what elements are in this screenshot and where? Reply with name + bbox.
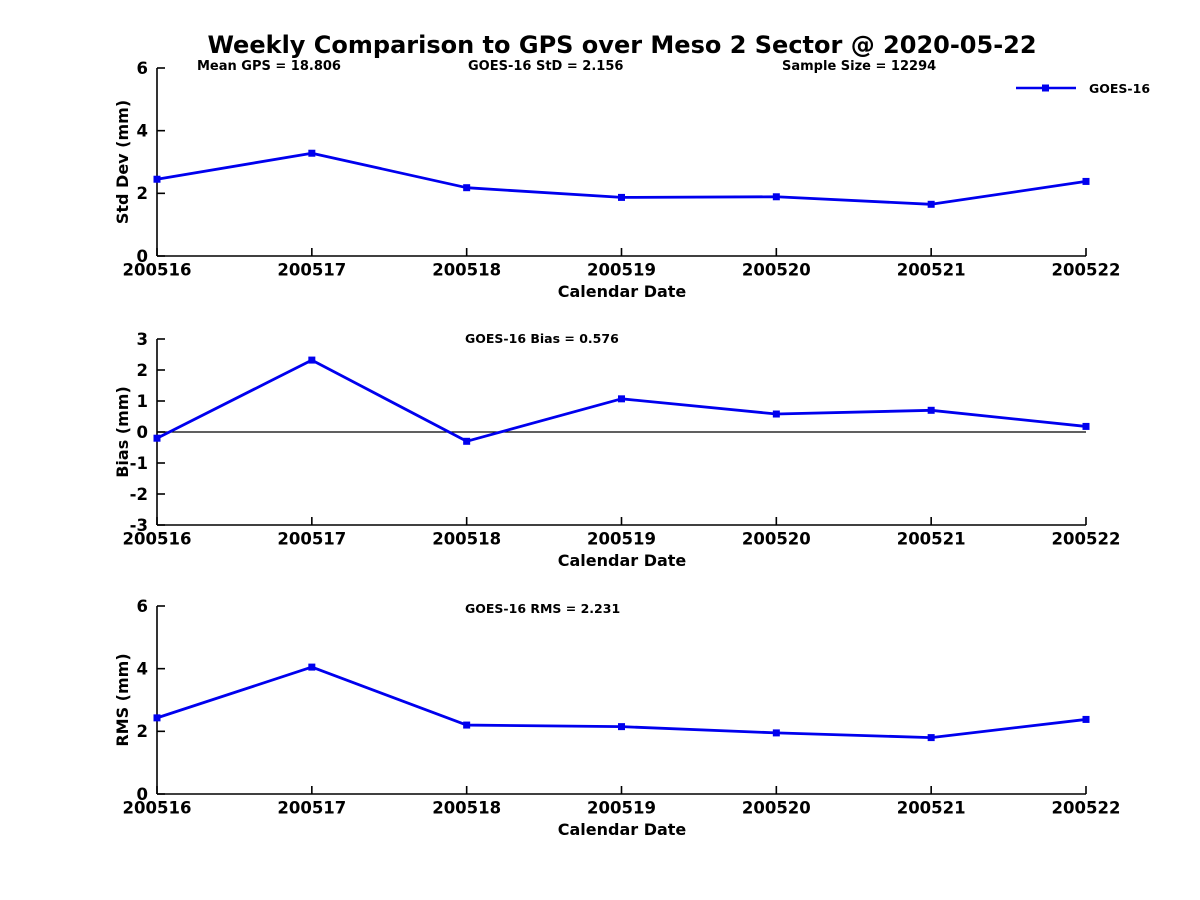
x-tick-label: 200520: [742, 530, 811, 549]
data-point-marker: [1082, 177, 1090, 185]
annotation-mean-gps: Mean GPS = 18.806: [197, 59, 341, 74]
data-point-marker: [153, 434, 161, 442]
data-point-marker: [153, 175, 161, 183]
x-tick-label: 200520: [742, 261, 811, 280]
y-tick-label: 3: [137, 330, 148, 349]
x-tick-label: 200522: [1052, 799, 1121, 818]
y-axis-label-std-dev: Std Dev (mm): [113, 99, 132, 225]
y-tick-label: 2: [137, 184, 148, 203]
x-tick-label: 200521: [897, 530, 966, 549]
data-point-marker: [463, 437, 471, 445]
y-tick-label: 6: [137, 59, 148, 78]
annotation-goes16-std: GOES-16 StD = 2.156: [468, 59, 624, 74]
y-tick-label: -1: [130, 454, 148, 473]
legend: GOES-16: [1015, 80, 1150, 96]
data-point-marker: [308, 149, 316, 157]
x-axis-label-middle: Calendar Date: [557, 551, 687, 570]
x-tick-label: 200518: [432, 799, 501, 818]
y-tick-label: 2: [137, 722, 148, 741]
data-point-marker: [772, 193, 780, 201]
x-tick-label: 200516: [123, 530, 192, 549]
data-point-marker: [927, 734, 935, 742]
y-axis-label-bias: Bias (mm): [113, 386, 132, 478]
x-tick-label: 200522: [1052, 261, 1121, 280]
data-point-marker: [772, 729, 780, 737]
x-tick-label: 200517: [277, 799, 346, 818]
x-axis-label-bottom: Calendar Date: [557, 820, 687, 839]
legend-swatch-icon: [1016, 84, 1076, 92]
x-tick-label: 200517: [277, 261, 346, 280]
y-tick-label: -3: [130, 516, 148, 535]
x-tick-label: 200519: [587, 530, 656, 549]
data-point-marker: [463, 184, 471, 192]
data-point-marker: [618, 193, 625, 201]
annotation-goes16-bias: GOES-16 Bias = 0.576: [465, 331, 619, 346]
x-axis-label-top: Calendar Date: [557, 282, 687, 301]
x-tick-label: 200519: [587, 799, 656, 818]
y-tick-label: 4: [137, 122, 148, 141]
y-tick-label: 0: [137, 423, 148, 442]
x-tick-label: 200520: [742, 799, 811, 818]
data-point-marker: [308, 356, 316, 364]
data-point-marker: [927, 200, 935, 208]
y-tick-label: 4: [137, 660, 148, 679]
y-tick-label: 1: [137, 392, 148, 411]
x-tick-label: 200521: [897, 799, 966, 818]
y-axis-label-rms: RMS (mm): [113, 653, 132, 747]
legend-label: GOES-16: [1089, 80, 1151, 96]
x-tick-label: 200518: [432, 530, 501, 549]
y-tick-label: 6: [137, 597, 148, 616]
x-tick-label: 200518: [432, 261, 501, 280]
data-point-marker: [308, 663, 316, 671]
x-tick-label: 200516: [123, 261, 192, 280]
data-point-marker: [1082, 715, 1090, 723]
y-tick-label: 0: [137, 247, 148, 266]
data-point-marker: [463, 721, 471, 729]
y-tick-label: 2: [137, 361, 148, 380]
x-tick-label: 200519: [587, 261, 656, 280]
data-point-marker: [618, 395, 625, 403]
x-tick-label: 200522: [1052, 530, 1121, 549]
y-tick-label: -2: [130, 485, 148, 504]
y-tick-label: 0: [137, 785, 148, 804]
data-point-marker: [1082, 422, 1090, 430]
legend-swatch-marker: [1042, 84, 1049, 92]
data-point-marker: [927, 406, 935, 414]
annotation-sample-size: Sample Size = 12294: [782, 59, 937, 74]
x-tick-label: 200516: [123, 799, 192, 818]
data-point-marker: [772, 410, 780, 418]
figure-title: Weekly Comparison to GPS over Meso 2 Sec…: [207, 31, 1037, 59]
annotation-goes16-rms: GOES-16 RMS = 2.231: [465, 601, 621, 616]
data-point-marker: [618, 723, 625, 731]
x-tick-label: 200521: [897, 261, 966, 280]
x-tick-label: 200517: [277, 530, 346, 549]
data-point-marker: [153, 714, 161, 722]
